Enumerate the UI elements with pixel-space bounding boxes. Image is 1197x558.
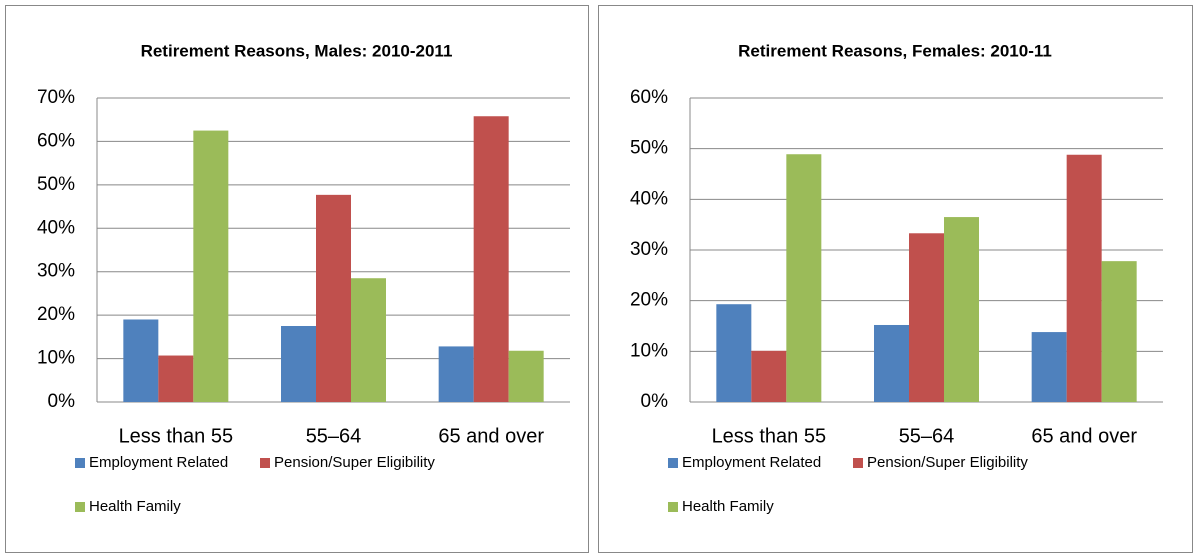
legend-label: Health Family [89, 498, 181, 515]
y-tick-label: 60% [37, 130, 75, 151]
legend-label: Health Family [682, 498, 774, 515]
bar [281, 326, 316, 402]
legend-swatch [260, 458, 270, 468]
x-tick-label: 65 and over [438, 425, 544, 447]
y-tick-label: 10% [37, 348, 75, 369]
y-tick-label: 70% [37, 87, 75, 108]
bar [1031, 332, 1067, 402]
bar [158, 355, 194, 402]
chart-title: Retirement Reasons, Males: 2010-2011 [141, 41, 453, 60]
chart-title: Retirement Reasons, Females: 2010-11 [738, 41, 1052, 60]
bar [1101, 261, 1137, 402]
y-tick-label: 40% [37, 217, 75, 238]
bar [438, 346, 474, 402]
bar [716, 304, 752, 402]
x-tick-label: 65 and over [1031, 425, 1137, 447]
y-tick-label: 20% [630, 290, 668, 311]
legend-label: Pension/Super Eligibility [867, 454, 1028, 471]
y-tick-label: 30% [37, 261, 75, 282]
legend-label: Employment Related [682, 454, 821, 471]
bar [874, 324, 909, 402]
legend-swatch [75, 458, 85, 468]
x-tick-label: Less than 55 [119, 425, 234, 447]
bar [316, 194, 351, 402]
y-tick-label: 50% [37, 174, 75, 195]
bar [473, 116, 509, 403]
x-tick-label: 55–64 [306, 425, 362, 447]
y-tick-label: 0% [48, 391, 76, 412]
bar [786, 154, 822, 402]
y-tick-label: 50% [630, 138, 668, 159]
y-tick-label: 10% [630, 340, 668, 361]
y-tick-label: 60% [630, 87, 668, 108]
legend-swatch [75, 502, 85, 512]
x-tick-label: Less than 55 [712, 425, 827, 447]
bar [751, 350, 787, 402]
legend-swatch [668, 458, 678, 468]
bar [351, 278, 386, 402]
bar [944, 217, 979, 402]
bar [123, 319, 159, 402]
legend-swatch [853, 458, 863, 468]
y-tick-label: 30% [630, 239, 668, 260]
legend-swatch [668, 502, 678, 512]
y-tick-label: 0% [641, 391, 669, 412]
y-tick-label: 20% [37, 304, 75, 325]
bar [1066, 154, 1102, 402]
bar [508, 350, 544, 402]
legend-label: Pension/Super Eligibility [274, 454, 435, 471]
y-tick-label: 40% [630, 188, 668, 209]
bar [193, 130, 229, 403]
legend-label: Employment Related [89, 454, 228, 471]
bar [909, 233, 944, 402]
x-tick-label: 55–64 [899, 425, 955, 447]
